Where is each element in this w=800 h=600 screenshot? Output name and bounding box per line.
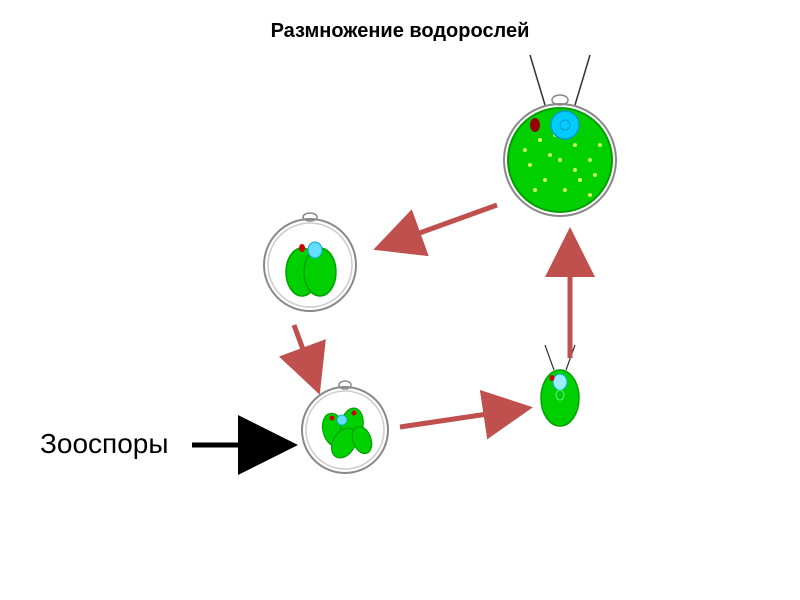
arrow-zoospore-to-young	[400, 408, 528, 427]
dividing-eyespot	[299, 244, 305, 252]
flagellum-right	[575, 55, 590, 105]
flagellum-left	[530, 55, 545, 105]
young-cell	[541, 345, 579, 426]
young-nucleus	[553, 374, 567, 390]
young-flagellum-left	[545, 345, 554, 370]
nucleus	[551, 111, 579, 139]
dividing-cell	[264, 213, 356, 311]
eyespot	[530, 118, 540, 132]
zoospore-sac	[302, 381, 388, 473]
dividing-nucleus	[308, 242, 322, 258]
mature-cell	[504, 55, 616, 216]
young-eyespot	[550, 375, 555, 381]
zoospore-label: Зооспоры	[40, 428, 169, 460]
arrow-dividing-to-zoospore	[294, 325, 318, 390]
arrow-mature-to-dividing	[378, 205, 497, 248]
reproduction-diagram	[0, 0, 800, 600]
